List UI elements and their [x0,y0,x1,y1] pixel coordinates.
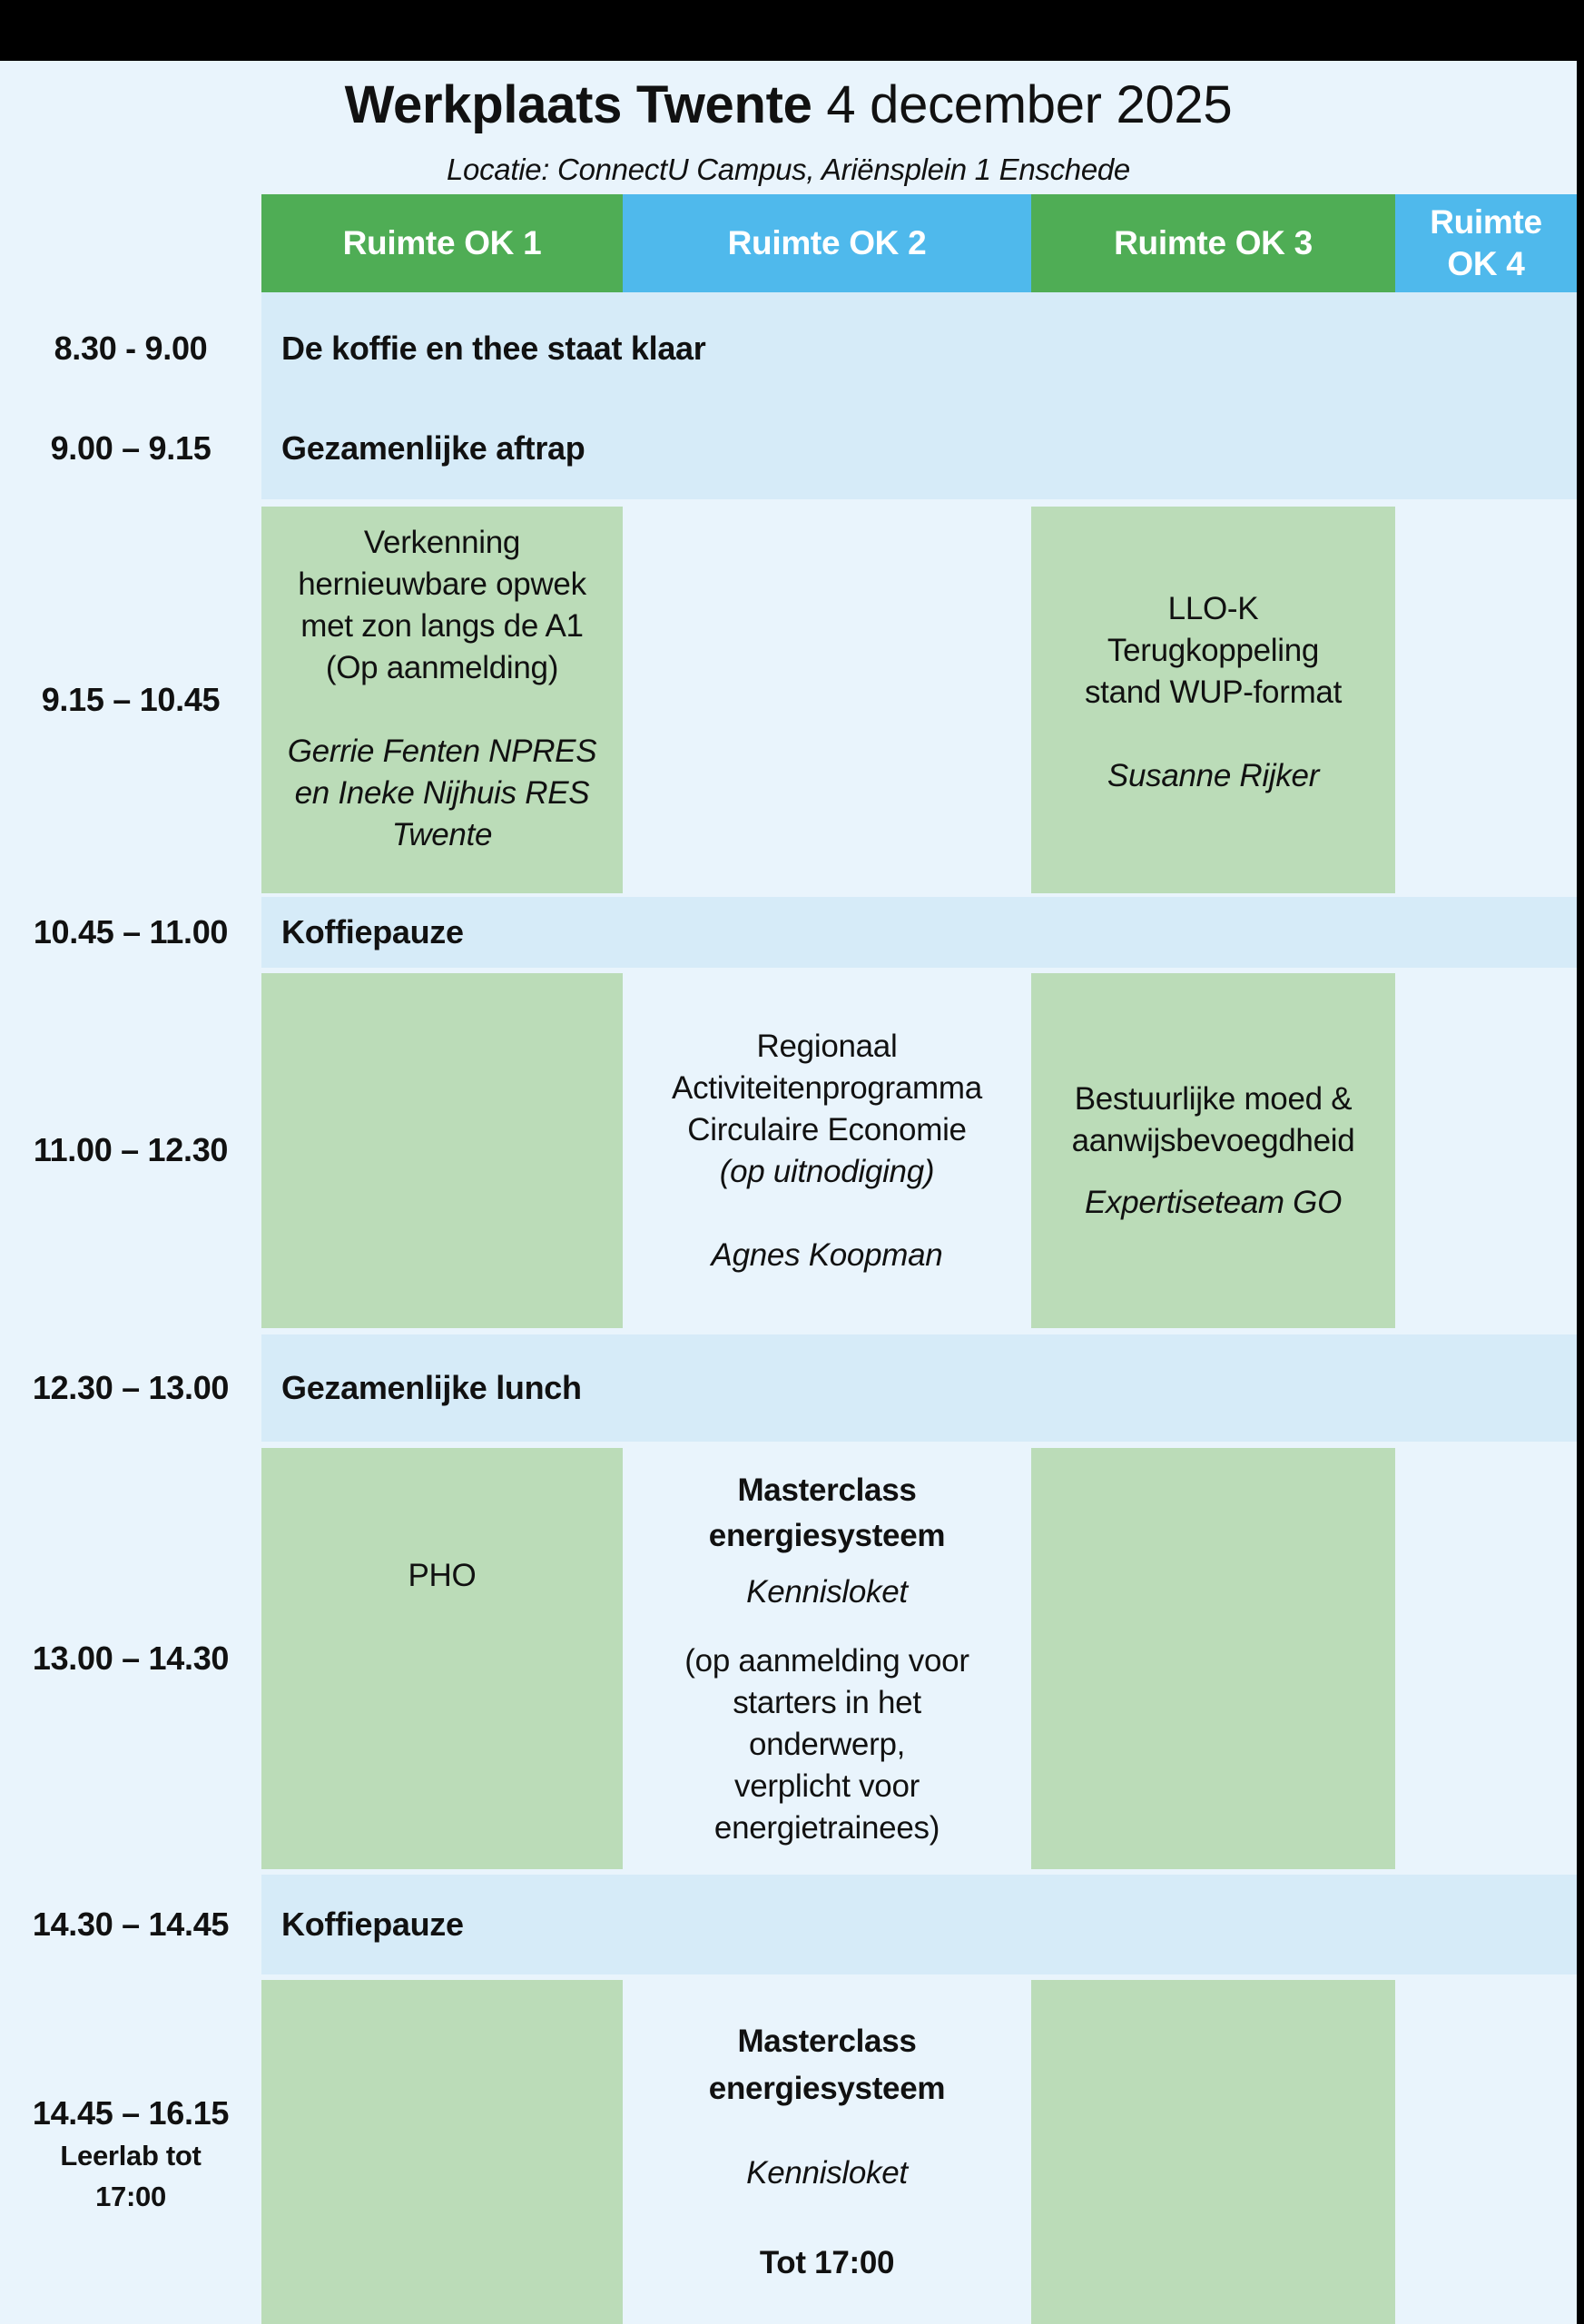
session-title-line: (Op aanmelding) [325,650,559,685]
content-sessie3-ok2: Masterclass energiesysteem Kennisloket (… [623,1448,1031,1869]
session-note-line: starters in het [733,1685,921,1720]
session-subtitle: Kennisloket [746,1574,908,1610]
content-sessie1-ok3: LLO-K Terugkoppeling stand WUP-format Su… [1031,507,1395,893]
column-header-ok2: Ruimte OK 2 [623,194,1031,292]
session-speaker: Susanne Rijker [1107,758,1320,793]
label-aftrap: Gezamenlijke aftrap [281,429,585,467]
cell-sessie2-ok3 [1031,973,1395,1328]
session-note-line: onderwerp, [748,1727,906,1762]
time-sessie3: 13.00 – 14.30 [32,1640,230,1677]
session-title-line: Terugkoppeling [1107,633,1320,668]
band-lunch [261,1334,1577,1442]
time-koffie: 8.30 - 9.00 [54,330,208,367]
session-title-line: hernieuwbare opwek [298,566,586,602]
page-title: Werkplaats Twente 4 december 2025 [0,67,1577,143]
session-title-line: energiesysteem [708,1518,946,1553]
column-header-ok4-label: Ruimte OK 4 [1430,203,1542,282]
time-sessie4: 14.45 – 16.15 [32,2094,230,2132]
content-sessie4-ok2: Masterclass energiesysteem Kennisloket T… [623,1980,1031,2324]
session-speaker: Expertiseteam GO [1084,1184,1343,1220]
session-note: (op uitnodiging) [719,1153,935,1189]
session-note-line: energietrainees) [713,1810,940,1846]
time-aftrap: 9.00 – 9.15 [50,429,212,467]
content-sessie1-ok1: Verkenning hernieuwbare opwek met zon la… [261,507,623,893]
session-note-line: verplicht voor [734,1768,920,1804]
cell-sessie3-ok3 [1031,1448,1395,1869]
cell-sessie3-ok1 [261,1448,623,1869]
cell-sessie1-ok3 [1031,507,1395,893]
title-date: 4 december 2025 [812,75,1233,134]
right-black-bar [1577,0,1584,2324]
column-header-ok3: Ruimte OK 3 [1031,194,1395,292]
session-note: Tot 17:00 [759,2245,895,2280]
session-speaker-line: Twente [391,817,493,852]
location-subtitle: Locatie: ConnectU Campus, Ariënsplein 1 … [447,153,1130,186]
band-morning-welcome [261,292,1577,499]
session-title-line: energiesysteem [708,2071,946,2106]
session-title: PHO [408,1558,477,1593]
time-sessie4-note-line: 17:00 [95,2181,166,2212]
time-koffiepauze-2: 14.30 – 14.45 [32,1905,230,1943]
cell-sessie4-ok1 [261,1980,623,2324]
session-note-line: (op aanmelding voor [684,1643,969,1679]
title-event-name: Werkplaats Twente [344,75,812,134]
content-sessie2-ok3: Bestuurlijke moed & aanwijsbevoegdheid E… [1031,973,1395,1328]
session-title-line: met zon langs de A1 [300,608,584,644]
session-title-line: Verkenning [363,525,521,560]
session-title-line: Masterclass [737,2024,917,2059]
session-title-line: aanwijsbevoegdheid [1071,1122,1355,1158]
session-title-line: LLO-K [1167,591,1259,626]
band-koffiepauze-2 [261,1875,1577,1974]
time-sessie4-note-line: Leerlab tot [60,2140,202,2171]
time-sessie1: 9.15 – 10.45 [41,681,221,718]
label-lunch: Gezamenlijke lunch [281,1369,582,1406]
time-lunch: 12.30 – 13.00 [32,1369,230,1406]
session-title-line: stand WUP-format [1084,675,1343,710]
time-koffiepauze-1: 10.45 – 11.00 [33,913,229,950]
top-black-bar [0,0,1584,61]
session-speaker-line: en Ineke Nijhuis RES [294,775,590,811]
session-speaker: Agnes Koopman [711,1236,943,1273]
session-title-line: Circulaire Economie [687,1111,967,1147]
label-koffie: De koffie en thee staat klaar [281,330,706,367]
session-subtitle: Kennisloket [746,2155,908,2191]
label-koffiepauze-1: Koffiepauze [281,913,464,950]
column-header-ok4: Ruimte OK 4 [1395,194,1577,292]
content-sessie3-ok1: PHO [261,1448,623,1869]
session-title-line: Activiteitenprogramma [672,1069,982,1106]
label-koffiepauze-2: Koffiepauze [281,1905,464,1943]
session-title-line: Regionaal [756,1028,898,1064]
time-sessie2: 11.00 – 12.30 [33,1131,229,1168]
cell-sessie4-ok3 [1031,1980,1395,2324]
band-koffiepauze-1 [261,897,1577,968]
content-sessie2-ok2: Regionaal Activiteitenprogramma Circulai… [623,973,1031,1328]
session-title-line: Bestuurlijke moed & [1074,1080,1353,1117]
session-title-line: Masterclass [737,1472,917,1508]
cell-sessie1-ok1 [261,507,623,893]
session-speaker-line: Gerrie Fenten NPRES [287,734,597,769]
column-header-ok1: Ruimte OK 1 [261,194,623,292]
cell-sessie2-ok1 [261,973,623,1328]
